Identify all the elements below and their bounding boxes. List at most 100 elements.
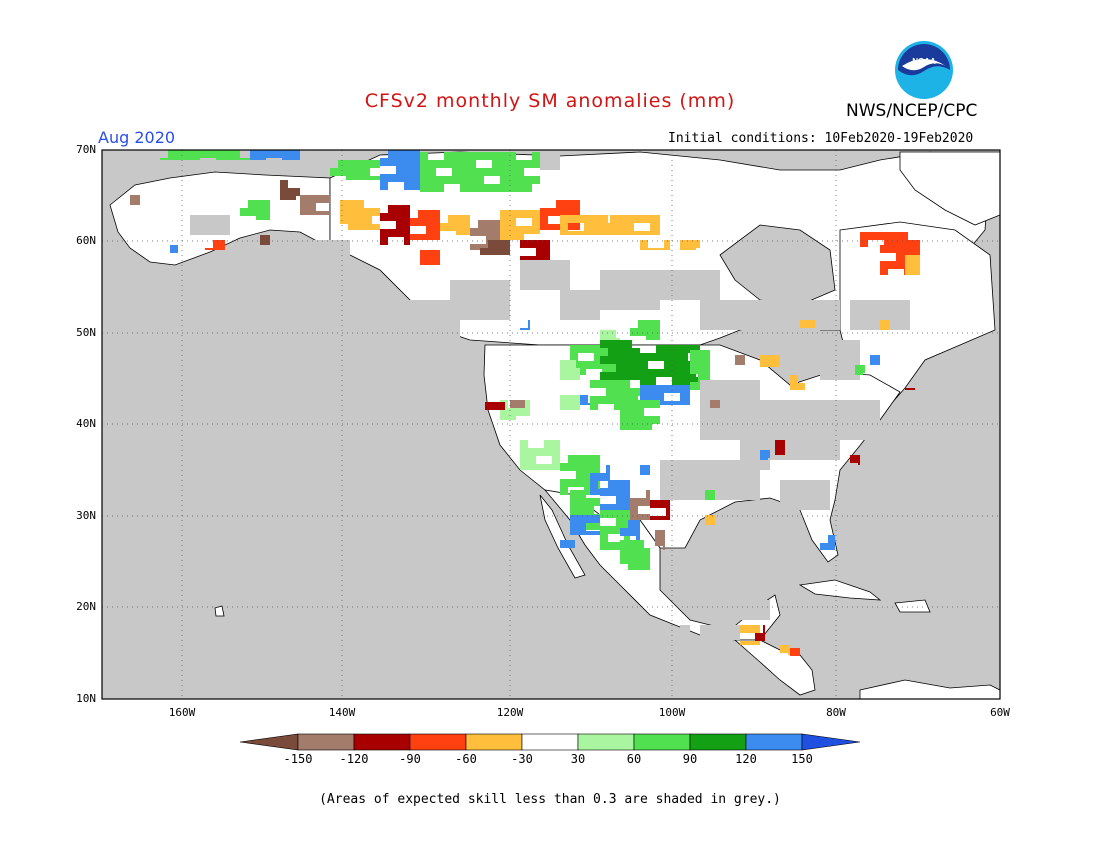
anomaly-cell — [654, 328, 660, 336]
anomaly-cell — [648, 393, 656, 401]
anomaly-cell — [870, 355, 878, 363]
anomaly-cell — [556, 166, 560, 170]
anomaly-cell — [890, 300, 898, 308]
anomaly-cell — [560, 314, 568, 320]
anomaly-cell — [544, 440, 552, 448]
anomaly-cell — [190, 215, 198, 223]
anomaly-cell — [592, 298, 600, 306]
anomaly-cell — [600, 278, 608, 286]
anomaly-cell — [318, 256, 326, 260]
anomaly-cell — [576, 298, 584, 306]
anomaly-cell — [296, 188, 300, 196]
anomaly-cell — [740, 396, 748, 404]
anomaly-cell — [748, 404, 756, 412]
anomaly-cell — [544, 240, 550, 248]
anomaly-cell — [764, 608, 770, 616]
anomaly-cell — [624, 496, 630, 504]
anomaly-cell — [760, 408, 768, 416]
colorbar-label: 120 — [735, 752, 757, 766]
anomaly-cell — [600, 534, 608, 542]
anomaly-cell — [828, 308, 836, 316]
anomaly-cell — [898, 308, 906, 316]
anomaly-cell — [898, 316, 906, 324]
anomaly-cell — [588, 403, 590, 405]
anomaly-cell — [250, 150, 258, 158]
anomaly-cell — [584, 479, 592, 487]
anomaly-cell — [528, 320, 530, 328]
anomaly-cell — [434, 226, 440, 234]
anomaly-cell — [616, 286, 624, 294]
anomaly-cell — [584, 455, 592, 463]
anomaly-cell — [756, 608, 764, 616]
lat-label: 30N — [76, 509, 96, 522]
anomaly-cell — [560, 395, 568, 403]
anomaly-cell — [626, 223, 634, 231]
anomaly-cell — [748, 608, 756, 616]
anomaly-cell — [568, 395, 576, 403]
anomaly-cell — [616, 294, 624, 302]
anomaly-cell — [724, 625, 732, 633]
anomaly-cell — [905, 388, 913, 390]
anomaly-cell — [616, 488, 624, 496]
anomaly-cell — [348, 224, 356, 230]
anomaly-cell — [268, 235, 270, 243]
anomaly-cell — [876, 232, 884, 240]
anomaly-cell — [508, 416, 516, 420]
anomaly-cell — [644, 400, 652, 408]
map-title: CFSv2 monthly SM anomalies (mm) — [364, 90, 736, 112]
anomaly-cell — [740, 616, 748, 620]
anomaly-cell — [426, 218, 434, 226]
anomaly-cell — [756, 428, 760, 436]
anomaly-cell — [784, 354, 792, 360]
anomaly-cell — [764, 300, 772, 308]
anomaly-cell — [256, 208, 264, 216]
anomaly-cell — [416, 332, 424, 340]
anomaly-cell — [684, 278, 692, 286]
anomaly-cell — [706, 374, 710, 382]
anomaly-cell — [650, 215, 658, 223]
anomaly-cell — [260, 235, 268, 243]
anomaly-cell — [668, 294, 676, 300]
anomaly-cell — [576, 463, 584, 471]
anomaly-cell — [706, 366, 710, 374]
anomaly-cell — [760, 330, 768, 338]
anomaly-cell — [760, 458, 768, 460]
anomaly-cell — [748, 641, 756, 645]
anomaly-cell — [624, 504, 630, 510]
anomaly-cell — [716, 316, 724, 324]
anomaly-cell — [444, 176, 452, 184]
anomaly-cell — [592, 455, 600, 463]
anomaly-cell — [800, 354, 808, 360]
anomaly-cell — [650, 231, 658, 235]
anomaly-cell — [378, 176, 380, 180]
anomaly-cell — [680, 401, 688, 405]
anomaly-cell — [800, 408, 808, 416]
anomaly-cell — [676, 270, 684, 278]
anomaly-cell — [858, 455, 860, 463]
anomaly-cell — [700, 420, 708, 428]
anomaly-cell — [768, 408, 776, 416]
anomaly-cell — [298, 158, 300, 160]
anomaly-cell — [840, 400, 848, 408]
anomaly-cell — [584, 314, 592, 320]
anomaly-cell — [716, 633, 724, 640]
anomaly-cell — [552, 448, 560, 456]
anomaly-cell — [198, 231, 206, 235]
anomaly-cell — [240, 158, 248, 160]
anomaly-cell — [866, 324, 874, 330]
forecast-period: Aug 2020 — [98, 128, 176, 147]
anomaly-cell — [584, 223, 592, 231]
anomaly-cell — [600, 338, 608, 340]
anomaly-cell — [680, 393, 688, 401]
anomaly-cell — [660, 294, 668, 300]
anomaly-cell — [348, 208, 356, 216]
anomaly-cell — [832, 448, 840, 456]
anomaly-cell — [692, 286, 700, 294]
anomaly-cell — [824, 416, 832, 424]
anomaly-cell — [310, 240, 318, 248]
anomaly-cell — [346, 168, 354, 176]
anomaly-cell — [560, 215, 568, 223]
anomaly-cell — [624, 286, 632, 294]
anomaly-cell — [568, 463, 576, 471]
anomaly-cell — [568, 306, 576, 314]
